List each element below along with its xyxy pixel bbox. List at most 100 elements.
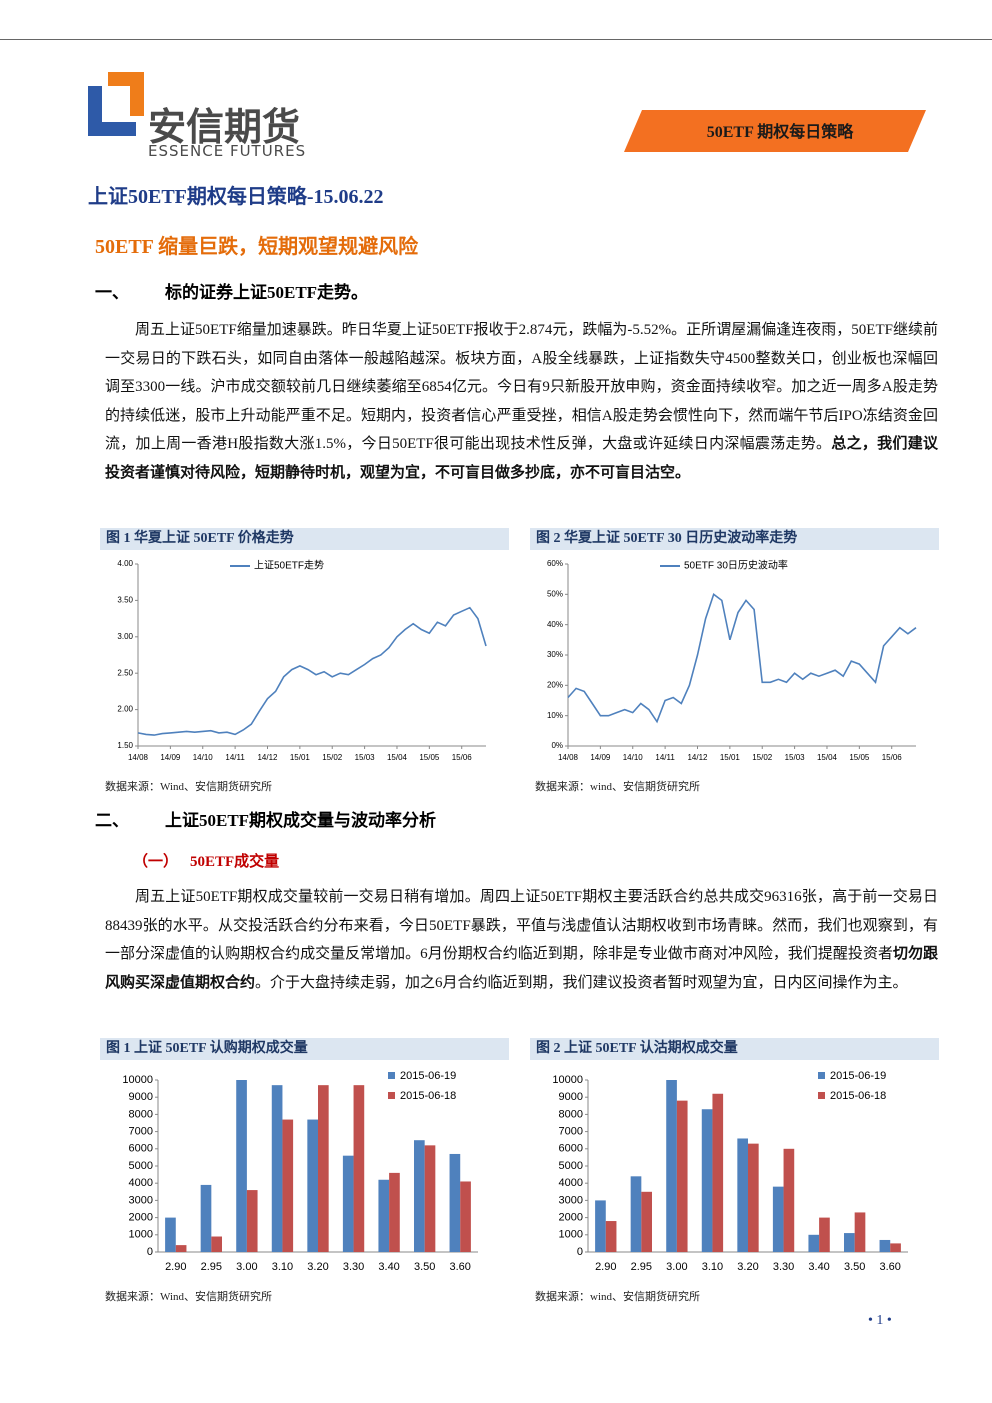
x-tick-label: 15/05 — [419, 753, 440, 762]
x-tick-label: 3.50 — [414, 1261, 435, 1273]
y-tick-label: 9000 — [559, 1091, 583, 1103]
chart: 0 1000 2000 3000 4000 5000 6000 7000 8000 9000 100… — [552, 1070, 908, 1273]
x-tick-label: 3.30 — [773, 1261, 794, 1273]
x-tick-label: 3.00 — [236, 1261, 257, 1273]
banner — [624, 110, 926, 152]
y-tick-label: 8000 — [559, 1108, 583, 1120]
x-tick-label: 3.00 — [666, 1261, 687, 1273]
y-tick-label: 0 — [577, 1246, 583, 1258]
y-tick-label: 10000 — [552, 1074, 583, 1086]
bar — [641, 1191, 652, 1252]
page-number-text: 1 — [876, 1313, 884, 1328]
bar — [246, 1190, 258, 1252]
bar — [701, 1109, 713, 1252]
x-tick-label: 15/04 — [387, 753, 408, 762]
figure: 图 2 华夏上证 50ETF 30 日历史波动率走势 0% 10% 20% 30% 40%… — [530, 528, 939, 772]
bar — [595, 1200, 606, 1252]
bar — [211, 1236, 222, 1252]
figure-title: 图 2 华夏上证 50ETF 30 日历史波动率走势 — [530, 528, 939, 550]
bar — [318, 1085, 329, 1252]
subsection-number: （一） — [133, 854, 179, 870]
legend-label: 50ETF 30日历史波动率 — [684, 559, 788, 572]
x-tick-label: 14/09 — [160, 753, 181, 762]
x-tick-label: 3.40 — [808, 1261, 829, 1273]
bar — [353, 1085, 365, 1252]
bar — [808, 1234, 820, 1252]
figure: 图 1 华夏上证 50ETF 价格走势 1.50 2.00 2.50 3.00 3.50 4… — [100, 528, 509, 772]
legend-label: 2015-06-18 — [400, 1090, 456, 1102]
y-tick-label: 9000 — [129, 1091, 153, 1103]
section-heading: 上证50ETF期权成交量与波动率分析 — [165, 811, 437, 830]
y-tick-label: 4000 — [129, 1177, 153, 1189]
x-tick-label: 14/08 — [558, 753, 579, 762]
bar — [712, 1093, 724, 1252]
section-number: 二、 — [95, 811, 129, 830]
x-tick-label: 14/09 — [590, 753, 611, 762]
page-number: • 1 • — [868, 1313, 892, 1328]
line — [567, 592, 917, 724]
bar — [890, 1243, 901, 1252]
y-tick-label: 10% — [547, 711, 563, 720]
bar — [271, 1085, 283, 1252]
logo-icon — [88, 72, 144, 136]
x-tick-label: 3.10 — [702, 1261, 723, 1273]
bar — [414, 1140, 425, 1252]
x-tick-label: 14/12 — [687, 753, 708, 762]
x-tick-label: 15/06 — [882, 753, 903, 762]
source: 数据来源：wind、安信期货研究所 — [535, 1291, 700, 1303]
y-tick-label: 2000 — [129, 1212, 153, 1224]
x-tick-label: 15/02 — [752, 753, 773, 762]
x-tick-label: 14/12 — [257, 753, 278, 762]
figure-title: 图 1 上证 50ETF 认购期权成交量 — [100, 1038, 509, 1060]
bar — [844, 1233, 855, 1252]
bar — [424, 1145, 436, 1252]
y-tick-label: 3.00 — [117, 632, 133, 641]
bar — [879, 1239, 891, 1252]
banner-text: 50ETF 期权每日策略 — [706, 124, 854, 141]
x-tick-label: 2.95 — [201, 1261, 222, 1273]
x-tick-label: 15/01 — [290, 753, 311, 762]
x-tick-label: 15/05 — [849, 753, 870, 762]
bar — [819, 1217, 830, 1252]
y-tick-label: 6000 — [129, 1143, 153, 1155]
x-tick-label: 3.50 — [844, 1261, 865, 1273]
y-tick-label: 7000 — [559, 1126, 583, 1138]
y-tick-label: 1000 — [559, 1229, 583, 1241]
legend-swatch — [388, 1072, 395, 1079]
bar — [460, 1181, 471, 1252]
figure-title: 图 1 华夏上证 50ETF 价格走势 — [100, 528, 509, 550]
x-tick-label: 2.90 — [165, 1261, 186, 1273]
y-tick-label: 30% — [547, 650, 563, 659]
source: 数据来源：Wind、安信期货研究所 — [105, 1291, 272, 1303]
bar — [676, 1100, 688, 1252]
subsection-heading: 50ETF成交量 — [190, 854, 280, 870]
bar — [449, 1153, 461, 1252]
figure: 图 2 上证 50ETF 认沽期权成交量 0 1000 2000 3000 4000 500… — [530, 1038, 939, 1282]
legend-label: 上证50ETF走势 — [254, 559, 324, 572]
x-tick-label: 14/11 — [655, 753, 675, 762]
y-tick-label: 2.50 — [117, 668, 133, 677]
y-tick-label: 4000 — [559, 1177, 583, 1189]
y-tick-label: 5000 — [559, 1160, 583, 1172]
x-tick-label: 2.95 — [631, 1261, 652, 1273]
y-tick-label: 0% — [551, 741, 563, 750]
bar — [389, 1172, 400, 1252]
bar — [342, 1155, 354, 1252]
bar — [630, 1176, 642, 1252]
legend-label: 2015-06-18 — [830, 1090, 886, 1102]
y-tick-label: 10000 — [122, 1074, 153, 1086]
y-tick-label: 3000 — [559, 1194, 583, 1206]
section-heading: 标的证券上证50ETF走势。 — [165, 283, 369, 302]
text: 。介于大盘持续走弱，加之6月合约临近到期，我们建议投资者暂时观望为宜，日内区间操… — [255, 974, 908, 991]
legend-swatch — [388, 1092, 395, 1099]
text: 周五上证50ETF期权成交量较前一交易日稍有增加。周四上证50ETF期权主要活跃… — [105, 889, 938, 963]
bar — [854, 1212, 866, 1252]
doc-subtitle: 50ETF 缩量巨跌，短期观望规避风险 — [95, 236, 419, 258]
x-tick-label: 3.60 — [450, 1261, 471, 1273]
legend-label: 2015-06-19 — [400, 1070, 456, 1082]
x-tick-label: 3.60 — [880, 1261, 901, 1273]
x-tick-label: 15/03 — [785, 753, 806, 762]
legend-swatch — [818, 1092, 825, 1099]
logo-cn: 安信期货 — [148, 105, 301, 149]
